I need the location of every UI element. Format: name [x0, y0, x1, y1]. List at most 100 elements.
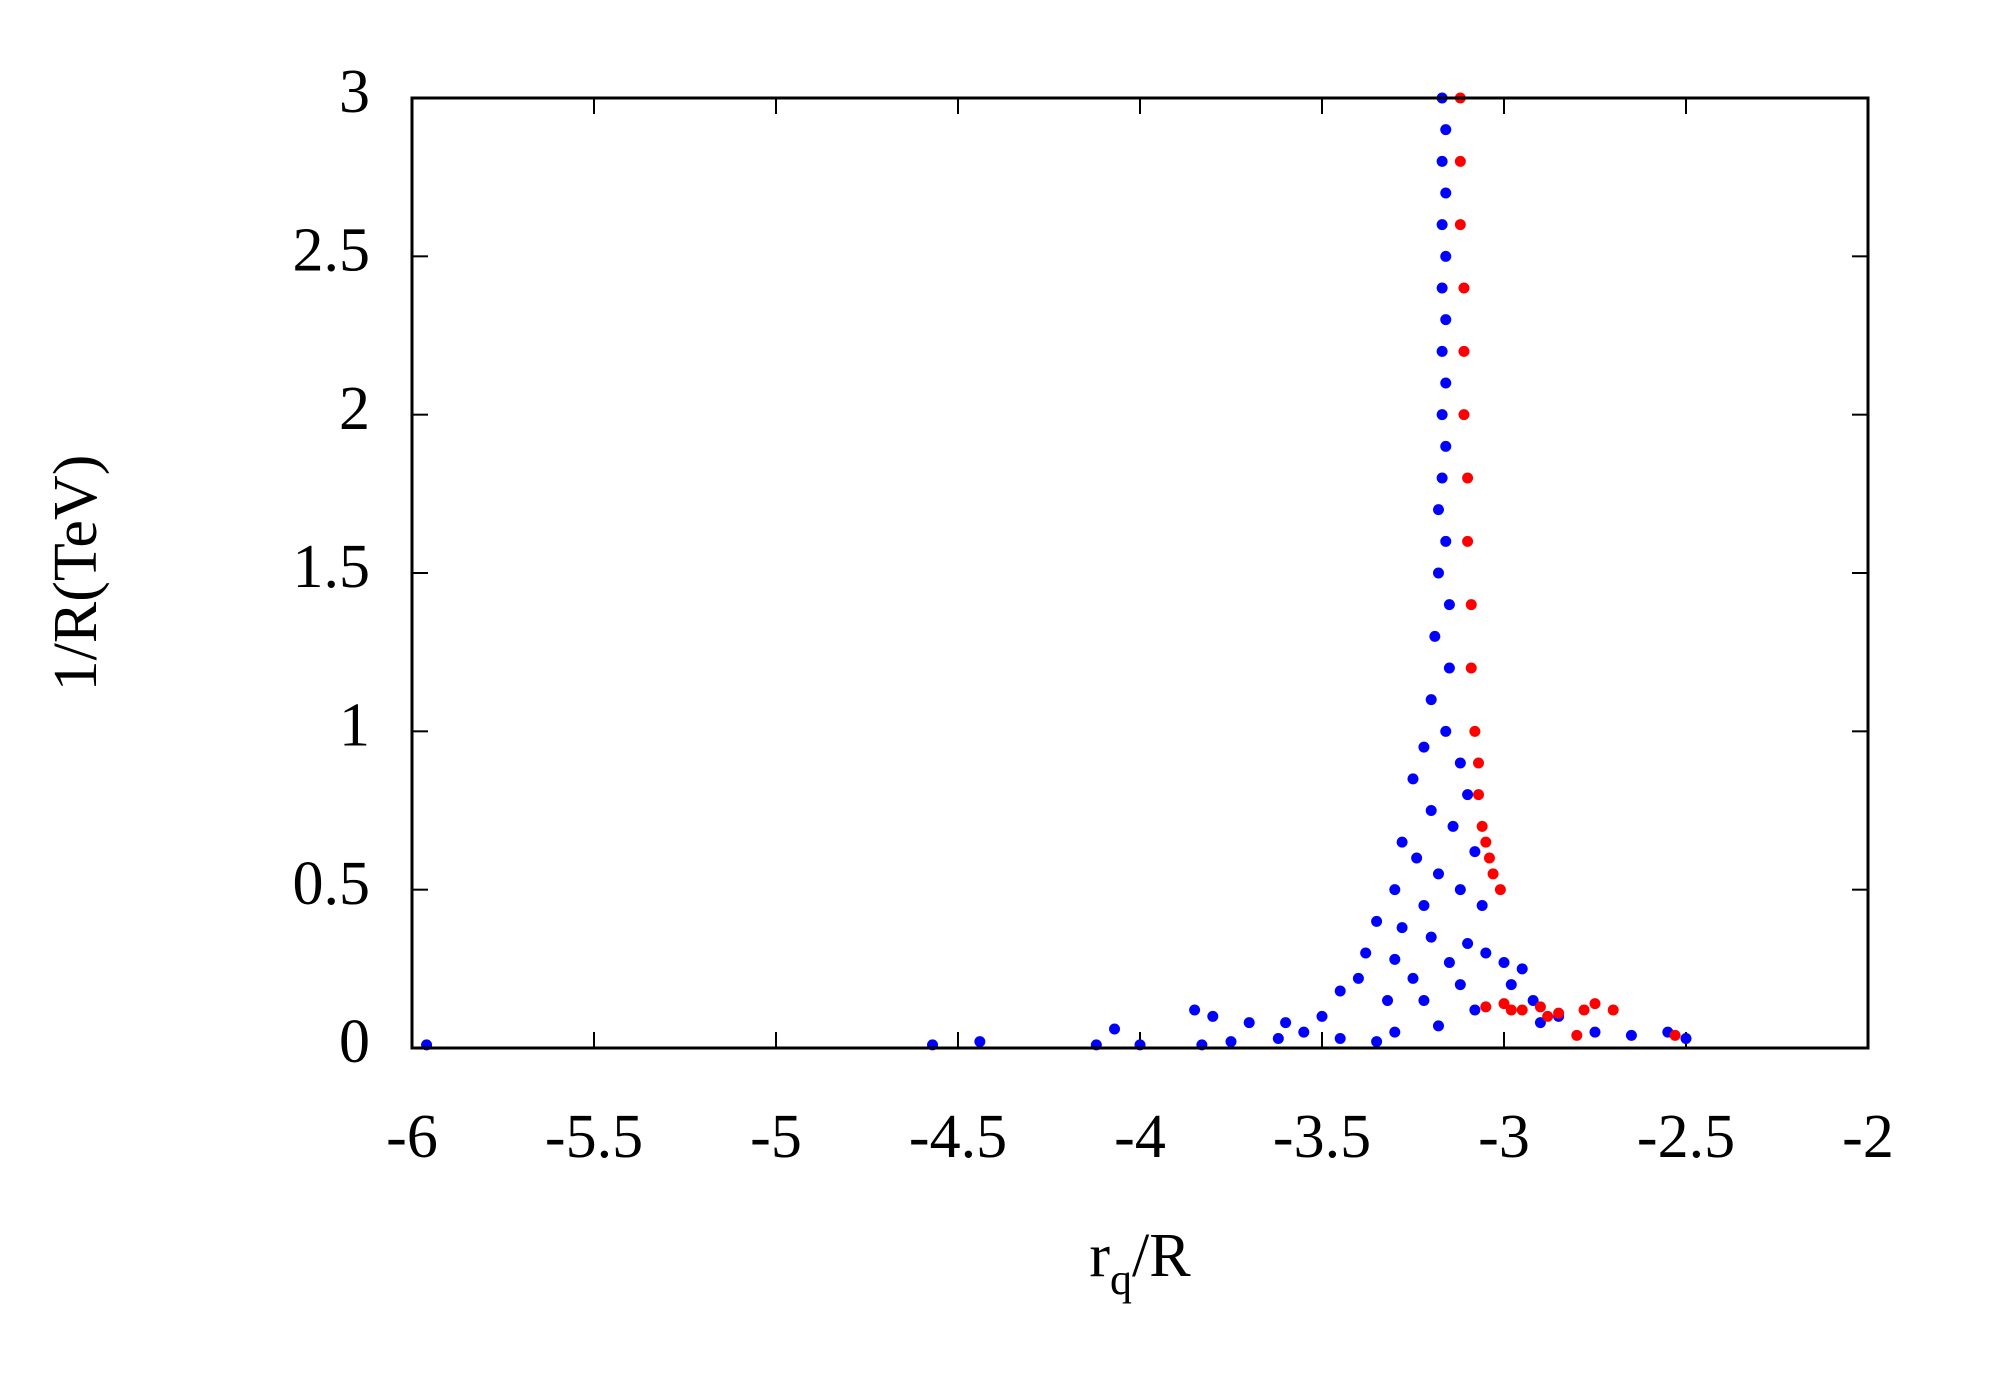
point	[1487, 868, 1499, 880]
point	[1425, 694, 1437, 706]
x-tick-label: -2.5	[1637, 1103, 1735, 1171]
point	[1425, 931, 1437, 943]
point	[1505, 1004, 1517, 1016]
point	[1607, 1004, 1619, 1016]
point	[1272, 1033, 1284, 1044]
point	[1458, 409, 1470, 421]
point	[1589, 1026, 1601, 1038]
point	[1418, 900, 1430, 911]
point	[1440, 314, 1452, 326]
x-axis-label-sub: q	[1110, 1255, 1132, 1304]
point	[1480, 836, 1492, 848]
point	[1432, 1020, 1444, 1032]
x-tick-label: -3.5	[1273, 1103, 1371, 1171]
point	[1436, 155, 1448, 167]
point	[1462, 472, 1474, 484]
point	[1440, 535, 1452, 547]
point	[1436, 345, 1448, 357]
point	[1443, 599, 1455, 611]
x-axis-label: rq/R	[1089, 1222, 1191, 1304]
point	[1571, 1029, 1583, 1041]
point	[1465, 662, 1477, 674]
y-tick-label: 1.5	[293, 533, 371, 601]
point	[1480, 947, 1492, 959]
point	[1440, 250, 1452, 262]
point	[1371, 915, 1383, 927]
point	[1440, 440, 1452, 452]
x-axis-label-part: r	[1089, 1222, 1110, 1290]
point	[1280, 1017, 1292, 1029]
point	[1382, 995, 1394, 1006]
point	[1454, 884, 1466, 896]
point	[1207, 1010, 1219, 1022]
point	[1458, 345, 1470, 357]
point	[1389, 1026, 1401, 1038]
point	[1476, 900, 1488, 911]
point	[1462, 789, 1474, 801]
y-tick-label: 0.5	[293, 850, 371, 918]
point	[1462, 535, 1474, 547]
point	[1669, 1029, 1681, 1041]
point	[1436, 472, 1448, 484]
point	[1578, 1004, 1590, 1016]
point	[1407, 972, 1419, 984]
point	[1443, 662, 1455, 674]
point	[1494, 884, 1506, 896]
point	[1534, 1017, 1546, 1029]
point	[1447, 820, 1459, 832]
point	[1680, 1033, 1692, 1044]
point	[1469, 725, 1481, 737]
point	[1389, 884, 1401, 896]
point	[1411, 852, 1423, 864]
point	[1352, 972, 1364, 984]
y-tick-label: 3	[339, 58, 370, 126]
point	[1469, 846, 1481, 858]
x-tick-label: -2	[1842, 1103, 1894, 1171]
x-tick-label: -4	[1114, 1103, 1166, 1171]
point	[1454, 979, 1466, 991]
point	[1542, 1010, 1554, 1022]
point	[1465, 599, 1477, 611]
point	[1436, 282, 1448, 294]
point	[1480, 1001, 1492, 1013]
point	[1476, 820, 1488, 832]
point	[1454, 219, 1466, 231]
point	[1473, 757, 1485, 769]
x-tick-label: -6	[386, 1103, 438, 1171]
x-tick-label: -5.5	[545, 1103, 643, 1171]
point	[1498, 957, 1510, 968]
point	[1498, 998, 1510, 1010]
point	[1534, 1001, 1546, 1013]
point	[1505, 979, 1517, 991]
point	[1440, 725, 1452, 737]
point	[1454, 757, 1466, 769]
point	[1432, 567, 1444, 579]
point	[1407, 773, 1419, 785]
y-tick-label: 2.5	[293, 217, 371, 285]
x-tick-label: -3	[1478, 1103, 1530, 1171]
point	[1429, 630, 1441, 642]
point	[1371, 1036, 1383, 1048]
point	[1109, 1023, 1121, 1035]
point	[1436, 219, 1448, 231]
point	[1425, 805, 1437, 816]
point	[1436, 409, 1448, 421]
point	[1189, 1004, 1201, 1016]
plot-frame	[410, 96, 1870, 1050]
point	[1462, 938, 1474, 949]
y-axis-label: 1/R(TeV)	[42, 455, 110, 692]
point	[1440, 377, 1452, 389]
point	[1516, 963, 1528, 975]
point	[1454, 155, 1466, 167]
x-axis-label-part: /R	[1132, 1222, 1191, 1290]
point	[1316, 1010, 1328, 1022]
point	[1589, 998, 1601, 1010]
point	[1516, 1004, 1528, 1016]
point	[1389, 953, 1401, 965]
y-tick-label: 1	[339, 692, 370, 760]
point	[1553, 1007, 1565, 1019]
point	[1440, 187, 1452, 199]
point	[974, 1036, 986, 1048]
x-tick-label: -4.5	[909, 1103, 1007, 1171]
